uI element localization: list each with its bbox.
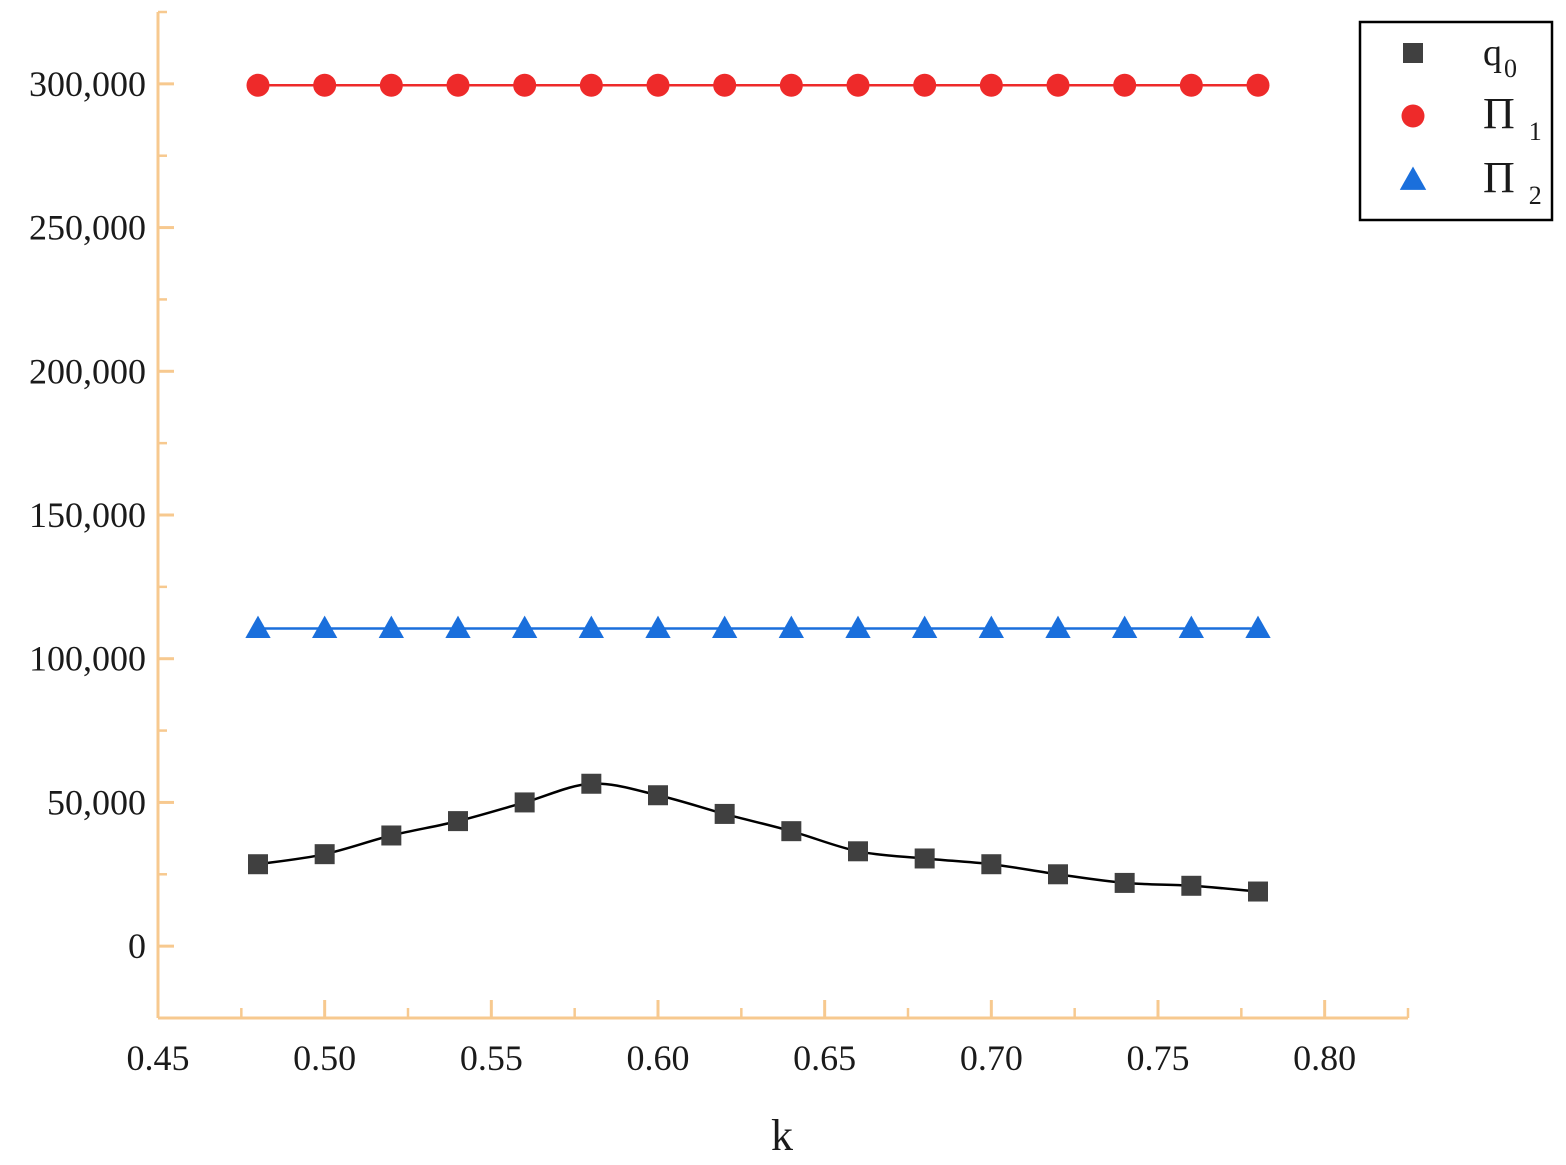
y-tick-label: 100,000 [29,639,146,679]
x-tick-label: 0.55 [460,1038,523,1078]
series-line [257,782,1259,893]
data-point [645,615,671,638]
data-point [914,848,935,869]
data-point [846,73,870,97]
x-tick-label: 0.50 [293,1038,356,1078]
series-2 [245,615,1271,638]
x-axis-title: k [771,1111,793,1160]
x-tick-label: 0.80 [1293,1038,1356,1078]
x-tick-label: 0.65 [793,1038,856,1078]
legend-label: q0 [1483,32,1517,83]
data-point [379,73,403,97]
y-tick-label: 150,000 [29,495,146,535]
data-point [648,785,668,806]
data-point [313,73,337,97]
legend-label-sub: 2 [1529,181,1542,210]
series-1 [246,73,1270,97]
data-point [845,615,871,638]
x-tick-label: 0.75 [1127,1038,1190,1078]
data-point [1246,73,1270,97]
legend-label-sub: 1 [1529,117,1542,146]
x-tick-label: 0.60 [627,1038,690,1078]
data-point [1245,615,1271,638]
legend-marker [1399,166,1427,190]
data-point [979,73,1003,97]
series-layer [245,73,1271,902]
legend-marker [1403,43,1423,63]
data-point [848,841,868,862]
legend-label-sub: 0 [1504,54,1517,83]
data-point [514,792,535,813]
data-point [1045,615,1071,638]
data-point [1178,615,1204,638]
y-tick-label: 200,000 [29,351,146,391]
data-point [781,821,802,842]
data-point [245,615,271,638]
axes: 0 50,000 100,000 150,000 200,000 250,000 300,0… [29,10,1410,1078]
data-point [1248,881,1268,902]
legend-label-main: Π [1483,153,1515,202]
data-point [1112,615,1138,638]
data-point [512,615,538,638]
data-point [913,73,937,97]
data-point [981,854,1002,875]
data-point [714,803,735,824]
legend-box [1358,20,1554,222]
x-tick-label: 0.70 [960,1038,1023,1078]
data-point [248,854,268,875]
data-point [314,844,335,865]
data-point [312,615,338,638]
data-point [1179,73,1203,97]
legend-label-main: Π [1483,89,1515,138]
data-point [713,73,737,97]
legend-label-main: q [1483,32,1502,74]
data-point [513,73,537,97]
data-point [579,73,603,97]
data-point [779,73,803,97]
legend-marker [1401,104,1425,128]
data-point [912,615,938,638]
data-point [712,615,738,638]
y-tick-label: 0 [128,926,146,966]
data-point [446,73,470,97]
data-point [246,73,270,97]
data-point [445,615,471,638]
data-point [581,773,602,794]
y-tick-label: 250,000 [29,208,146,248]
data-point [578,615,604,638]
data-point [646,73,670,97]
data-point [1046,73,1070,97]
legend: q0Π 1Π 2 [1358,20,1554,222]
data-point [1181,875,1202,896]
data-point [381,825,402,846]
data-point [448,811,468,832]
y-tick-label: 300,000 [29,64,146,104]
data-point [1114,872,1135,893]
series-0 [248,773,1268,902]
data-point [1113,73,1137,97]
data-point [378,615,404,638]
y-tick-label: 50,000 [47,782,146,822]
data-point [1048,864,1068,885]
x-tick-label: 0.45 [127,1038,190,1078]
data-point [978,615,1004,638]
data-point [778,615,804,638]
